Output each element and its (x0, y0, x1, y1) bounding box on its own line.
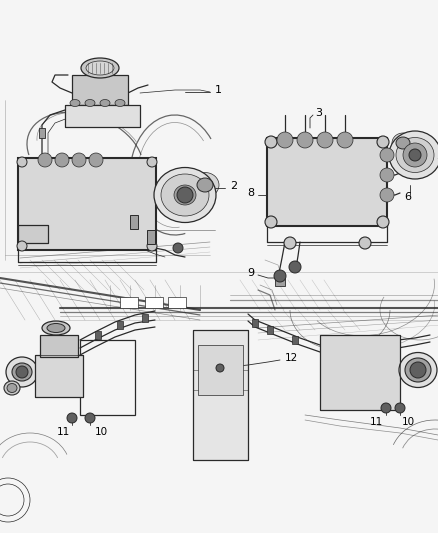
Ellipse shape (191, 173, 219, 198)
Circle shape (284, 237, 296, 249)
Circle shape (317, 132, 333, 148)
Circle shape (380, 188, 394, 202)
Circle shape (16, 366, 28, 378)
Circle shape (72, 153, 86, 167)
Circle shape (403, 143, 427, 167)
Circle shape (277, 132, 293, 148)
Circle shape (17, 157, 27, 167)
Text: 7: 7 (436, 158, 438, 168)
Circle shape (177, 187, 193, 203)
Bar (80, 340, 135, 415)
Bar (18, 158, 156, 250)
Text: 11: 11 (370, 417, 383, 427)
Circle shape (89, 153, 103, 167)
Text: 8: 8 (247, 188, 254, 198)
Circle shape (289, 261, 301, 273)
Ellipse shape (389, 131, 438, 179)
Ellipse shape (161, 174, 209, 216)
Circle shape (216, 364, 224, 372)
Text: 10: 10 (95, 427, 108, 437)
Circle shape (395, 403, 405, 413)
Bar (117, 321, 123, 329)
Text: 3: 3 (315, 108, 322, 118)
Circle shape (147, 157, 157, 167)
Circle shape (85, 413, 95, 423)
Ellipse shape (42, 321, 70, 335)
Ellipse shape (70, 100, 80, 107)
Circle shape (297, 132, 313, 148)
Ellipse shape (399, 352, 437, 387)
Circle shape (381, 403, 391, 413)
Bar (252, 319, 258, 327)
Ellipse shape (115, 100, 125, 107)
Circle shape (377, 136, 389, 148)
Bar (18, 225, 48, 243)
Circle shape (17, 241, 27, 251)
Bar (35, 355, 83, 397)
Ellipse shape (81, 58, 119, 78)
Bar (198, 345, 243, 395)
Ellipse shape (85, 100, 95, 107)
Bar (40, 335, 78, 357)
Bar (275, 278, 285, 286)
Bar (18, 225, 48, 243)
Circle shape (380, 148, 394, 162)
Ellipse shape (396, 138, 434, 173)
Ellipse shape (154, 167, 216, 222)
Bar (267, 138, 387, 226)
Circle shape (410, 362, 426, 378)
Ellipse shape (100, 100, 110, 107)
Circle shape (380, 168, 394, 182)
Ellipse shape (392, 133, 414, 153)
Bar (267, 326, 273, 334)
Bar (193, 330, 248, 460)
Bar (292, 336, 298, 344)
Bar (142, 314, 148, 322)
Circle shape (55, 153, 69, 167)
Circle shape (377, 216, 389, 228)
Circle shape (38, 153, 52, 167)
Bar (320, 335, 400, 410)
Text: 9: 9 (247, 268, 254, 278)
Text: 6: 6 (405, 192, 411, 202)
Circle shape (359, 237, 371, 249)
Bar (147, 230, 155, 244)
Circle shape (67, 413, 77, 423)
Bar (95, 331, 101, 339)
Bar (35, 355, 83, 397)
Ellipse shape (7, 384, 17, 392)
Text: 10: 10 (402, 417, 415, 427)
Ellipse shape (197, 178, 213, 192)
Ellipse shape (47, 324, 65, 333)
Circle shape (173, 243, 183, 253)
Circle shape (265, 136, 277, 148)
Bar (65, 105, 140, 127)
Bar (168, 297, 186, 308)
Ellipse shape (396, 137, 410, 149)
Ellipse shape (174, 185, 196, 205)
Text: 12: 12 (285, 353, 298, 363)
Circle shape (147, 241, 157, 251)
Ellipse shape (6, 357, 38, 387)
Bar (130, 215, 138, 229)
Ellipse shape (405, 358, 431, 382)
Bar (145, 297, 163, 308)
Circle shape (337, 132, 353, 148)
Circle shape (265, 216, 277, 228)
Ellipse shape (12, 363, 32, 381)
Ellipse shape (4, 381, 20, 395)
Ellipse shape (86, 61, 114, 75)
Bar (65, 105, 140, 127)
Bar (39, 128, 45, 138)
Text: 1: 1 (215, 85, 222, 95)
Bar (320, 335, 400, 410)
Circle shape (274, 270, 286, 282)
Text: 2: 2 (230, 181, 237, 191)
Bar (193, 330, 248, 460)
Text: 11: 11 (57, 427, 70, 437)
Bar (267, 138, 387, 226)
Circle shape (409, 149, 421, 161)
Bar (72, 75, 128, 105)
Bar (120, 297, 138, 308)
